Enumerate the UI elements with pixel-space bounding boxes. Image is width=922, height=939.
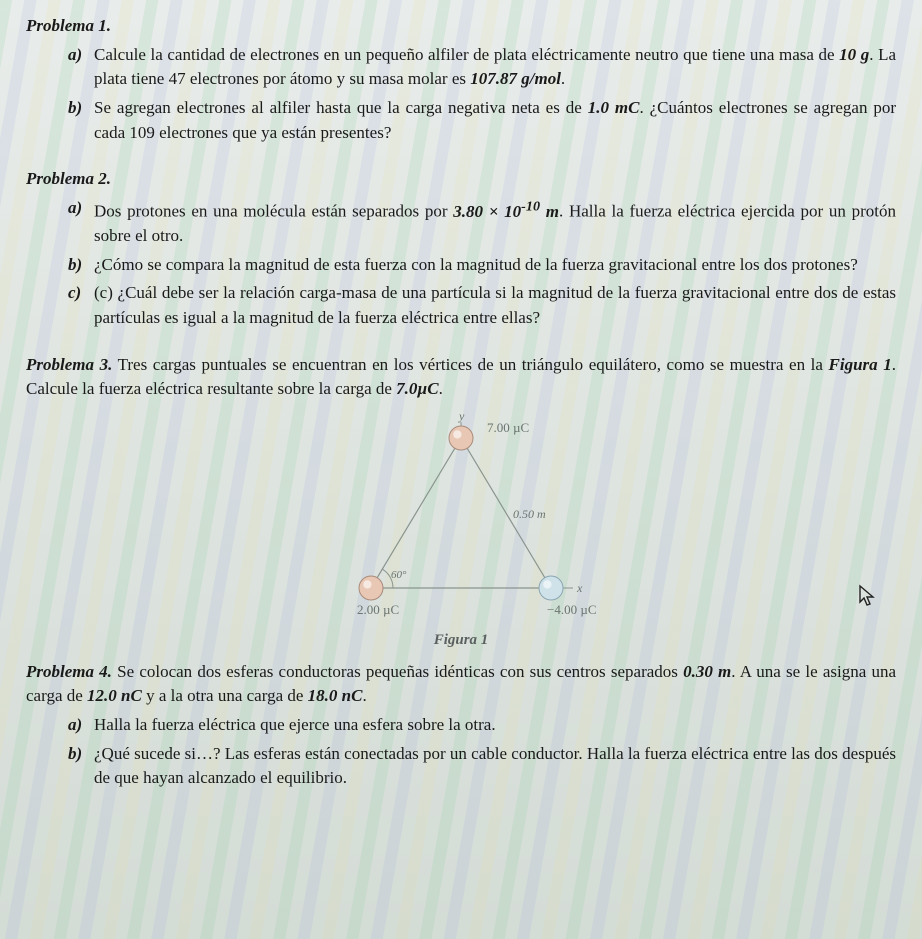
svg-text:0.50 m: 0.50 m xyxy=(513,507,546,521)
p4-q1: 12.0 nC xyxy=(87,686,142,705)
p3-charge: 7.0µC xyxy=(396,379,438,398)
problema-1: Problema 1. a) Calcule la cantidad de el… xyxy=(26,14,896,145)
p1-b-text: Se agregan electrones al alfiler hasta q… xyxy=(94,96,896,145)
svg-text:−4.00 µC: −4.00 µC xyxy=(547,602,597,617)
triangle-diagram: 7.00 µC 2.00 µC −4.00 µC 0.50 m 60° y x xyxy=(311,408,611,628)
svg-text:2.00 µC: 2.00 µC xyxy=(357,602,399,617)
p4-b-label: b) xyxy=(68,742,94,791)
p2-a-t1: Dos protones en una molécula están separ… xyxy=(94,202,453,221)
p2-a-dist-exp: -10 xyxy=(521,198,540,214)
p2-list: a) Dos protones en una molécula están se… xyxy=(26,196,896,331)
svg-text:7.00 µC: 7.00 µC xyxy=(487,420,529,435)
p1-heading: Problema 1. xyxy=(26,14,896,39)
p4-item-b: b) ¿Qué sucede si…? Las esferas están co… xyxy=(68,742,896,791)
p4-a-text: Halla la fuerza eléctrica que ejerce una… xyxy=(94,713,896,738)
problema-3: Problema 3. Tres cargas puntuales se enc… xyxy=(26,353,896,652)
p1-a-text: Calcule la cantidad de electrones en un … xyxy=(94,43,896,92)
p1-a-label: a) xyxy=(68,43,94,92)
p2-item-b: b) ¿Cómo se compara la magnitud de esta … xyxy=(68,253,896,278)
p2-a-label: a) xyxy=(68,196,94,249)
p4-dist: 0.30 m xyxy=(683,662,731,681)
p4-a-label: a) xyxy=(68,713,94,738)
p4-i3: y a la otra una carga de xyxy=(142,686,308,705)
svg-text:60°: 60° xyxy=(391,569,407,581)
p3-figref: Figura 1 xyxy=(829,355,892,374)
p2-b-text: ¿Cómo se compara la magnitud de esta fue… xyxy=(94,253,896,278)
p4-i1: Se colocan dos esferas conductoras peque… xyxy=(112,662,683,681)
p4-b-text: ¿Qué sucede si…? Las esferas están conec… xyxy=(94,742,896,791)
p4-heading: Problema 4. xyxy=(26,662,112,681)
figure-1-wrap: 7.00 µC 2.00 µC −4.00 µC 0.50 m 60° y x xyxy=(26,408,896,628)
p1-a-mass: 10 g xyxy=(839,45,869,64)
p1-list: a) Calcule la cantidad de electrones en … xyxy=(26,43,896,146)
p3-paragraph: Problema 3. Tres cargas puntuales se enc… xyxy=(26,353,896,402)
p2-a-dist: 3.80 × 10-10 m xyxy=(453,202,559,221)
p4-intro: Problema 4. Se colocan dos esferas condu… xyxy=(26,660,896,709)
p4-q2: 18.0 nC xyxy=(308,686,363,705)
p2-heading: Problema 2. xyxy=(26,167,896,192)
p2-a-text: Dos protones en una molécula están separ… xyxy=(94,196,896,249)
p3-t3: . xyxy=(439,379,443,398)
p1-item-b: b) Se agregan electrones al alfiler hast… xyxy=(68,96,896,145)
p1-b-label: b) xyxy=(68,96,94,145)
svg-text:y: y xyxy=(458,409,465,423)
p1-item-a: a) Calcule la cantidad de electrones en … xyxy=(68,43,896,92)
problema-4: Problema 4. Se colocan dos esferas condu… xyxy=(26,660,896,791)
p1-b-charge: 1.0 mC xyxy=(588,98,640,117)
problema-2: Problema 2. a) Dos protones en una moléc… xyxy=(26,167,896,331)
p3-t1: Tres cargas puntuales se encuentran en l… xyxy=(112,355,828,374)
p2-b-label: b) xyxy=(68,253,94,278)
p2-c-text: (c) ¿Cuál debe ser la relación carga-mas… xyxy=(94,281,896,330)
p1-a-molar: 107.87 g/mol xyxy=(470,69,561,88)
p1-b-t1: Se agregan electrones al alfiler hasta q… xyxy=(94,98,588,117)
p2-a-dist-unit: m xyxy=(540,202,559,221)
p2-item-c: c) (c) ¿Cuál debe ser la relación carga-… xyxy=(68,281,896,330)
figure-1-caption: Figura 1 xyxy=(26,630,896,652)
p2-c-label: c) xyxy=(68,281,94,330)
p2-a-dist-base: 3.80 × 10 xyxy=(453,202,521,221)
p4-i4: . xyxy=(362,686,366,705)
p3-heading: Problema 3. xyxy=(26,355,112,374)
svg-text:x: x xyxy=(576,581,583,595)
p4-item-a: a) Halla la fuerza eléctrica que ejerce … xyxy=(68,713,896,738)
p1-a-t3: . xyxy=(561,69,565,88)
p2-item-a: a) Dos protones en una molécula están se… xyxy=(68,196,896,249)
p1-a-t1: Calcule la cantidad de electrones en un … xyxy=(94,45,839,64)
p4-list: a) Halla la fuerza eléctrica que ejerce … xyxy=(26,713,896,791)
